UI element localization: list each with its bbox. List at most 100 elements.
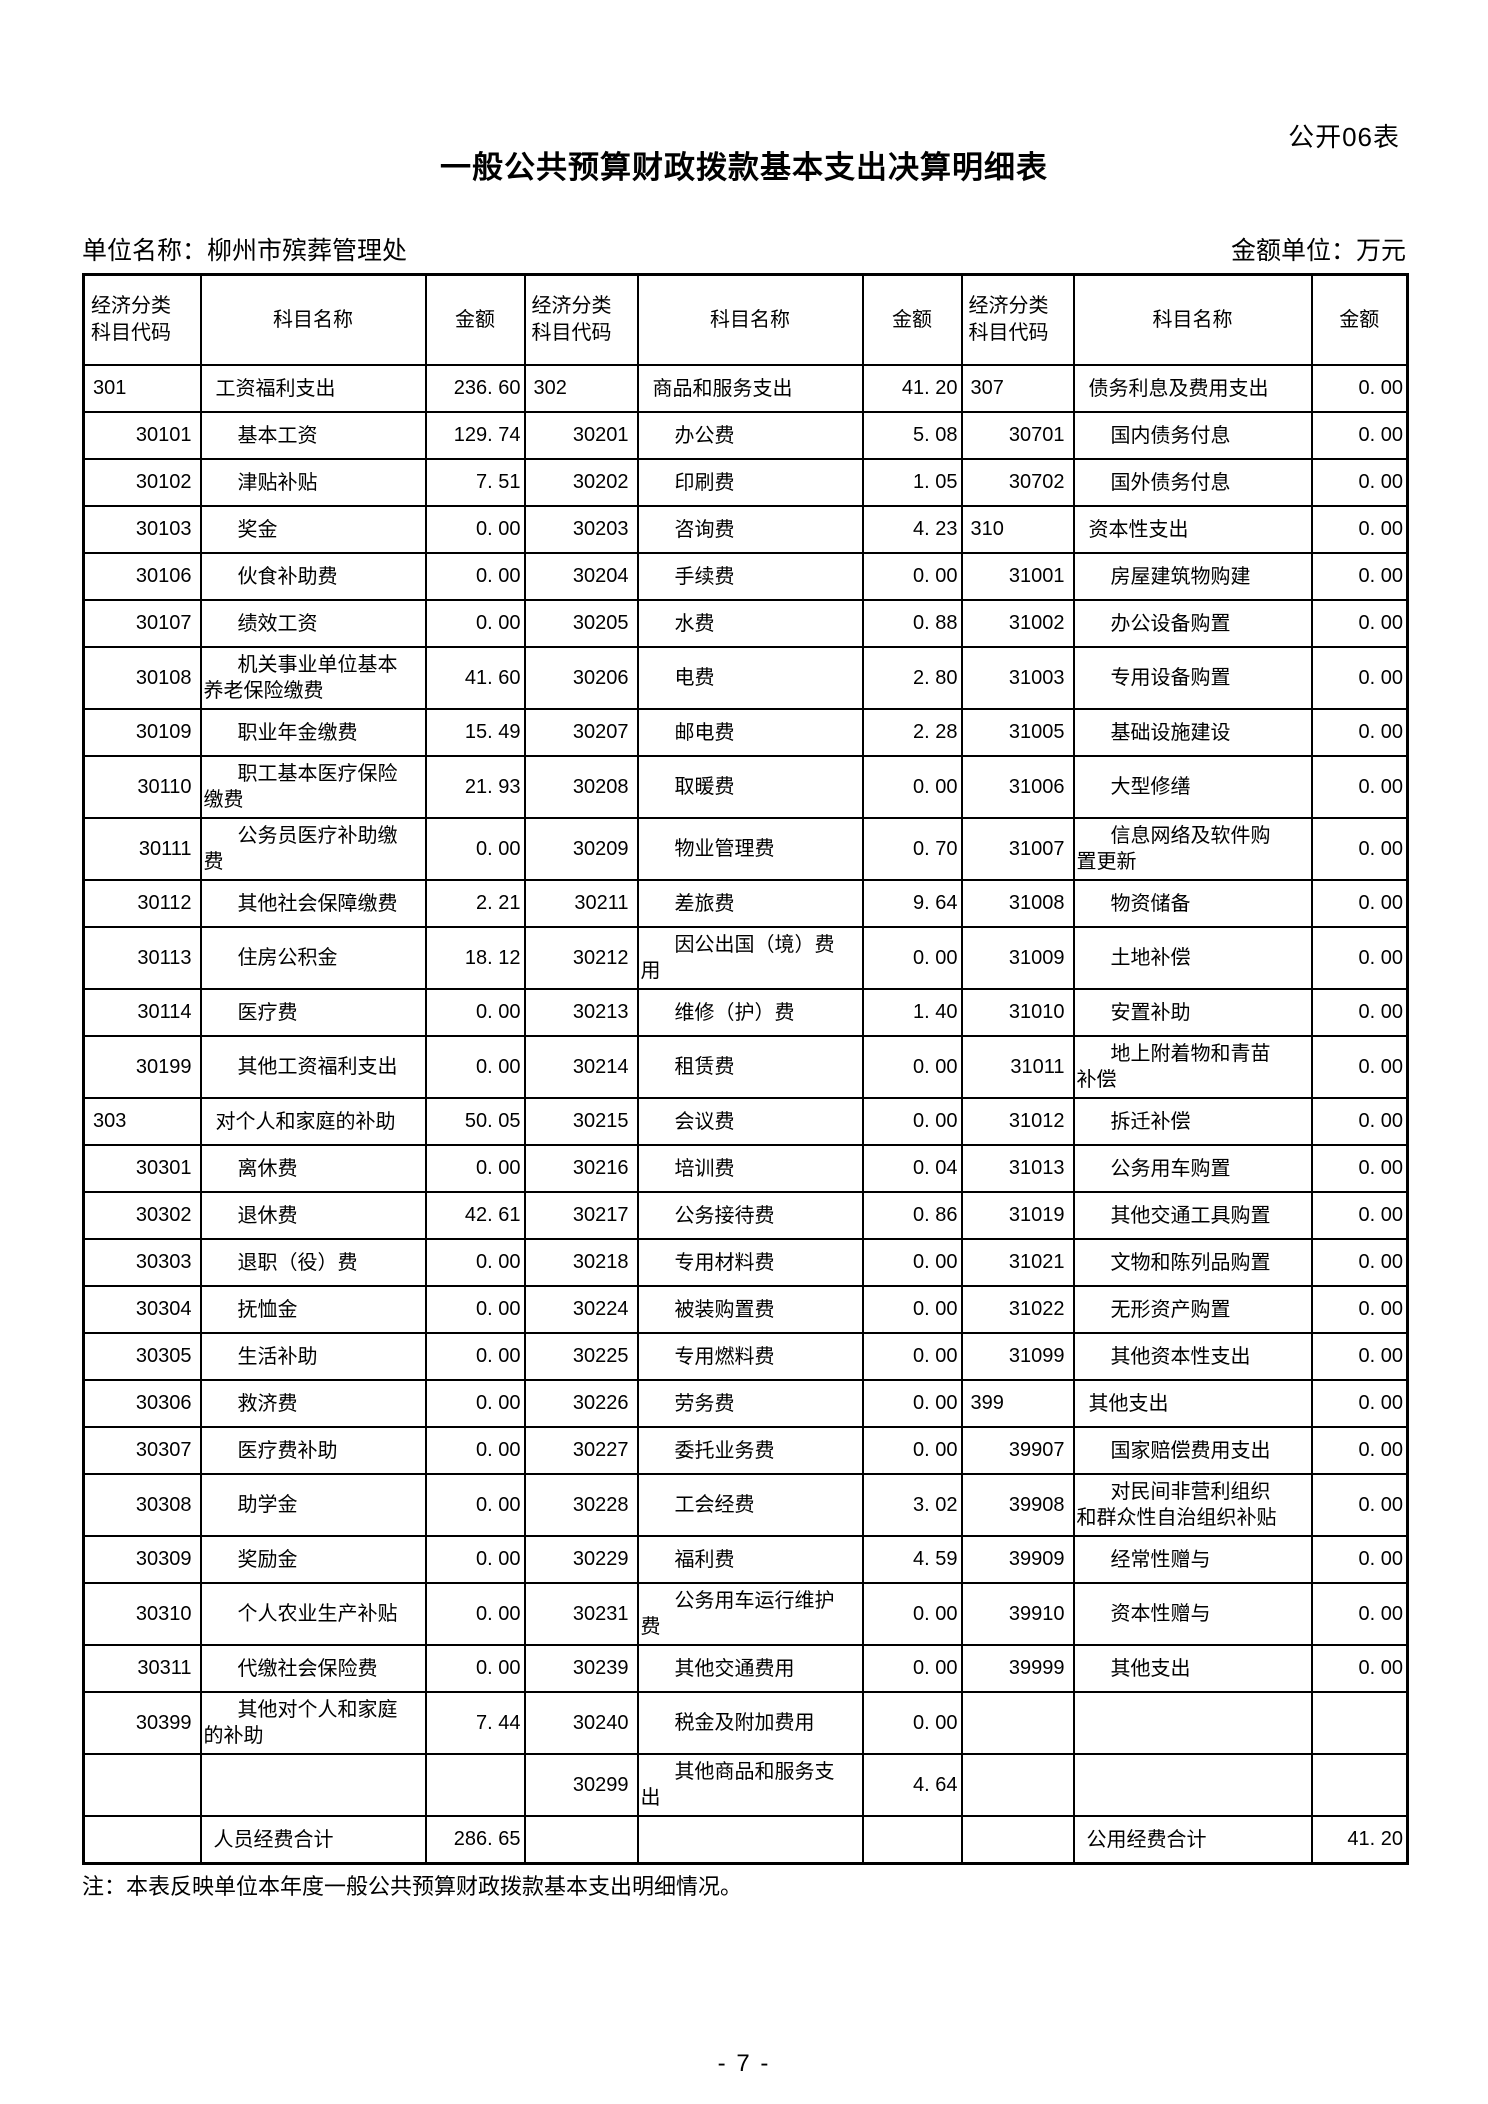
- code-cell: 302: [523, 364, 639, 413]
- amount-cell: 0. 00: [861, 1691, 963, 1755]
- amount-cell: 0. 00: [424, 817, 526, 881]
- subject-name-cell: 因公出国（境）费 用: [636, 926, 864, 990]
- subject-name-cell: 对民间非营利组织 和群众性自治组织补贴: [1072, 1473, 1313, 1537]
- code-cell: 307: [960, 364, 1075, 413]
- table-row: 301 工资福利支出 236. 60 302 商品和服务支出 41. 20 307 债务利息及…: [82, 364, 1409, 413]
- code-cell: 30311: [82, 1644, 202, 1693]
- code-cell: 39999: [960, 1644, 1075, 1693]
- amount-cell: 0. 00: [1310, 1473, 1409, 1537]
- code-cell: 30224: [523, 1285, 639, 1334]
- subject-name-cell: 大型修缮: [1072, 755, 1313, 819]
- amount-cell: 0. 00: [1310, 1379, 1409, 1428]
- code-cell: 30305: [82, 1332, 202, 1381]
- code-cell: 30240: [523, 1691, 639, 1755]
- code-cell: 30209: [523, 817, 639, 881]
- table-row: 30309 奖励金 0. 00 30229 福利费 4. 59 39909 经常性赠与 0. 0…: [82, 1535, 1409, 1584]
- table-row: 30112 其他社会保障缴费 2. 21 30211 差旅费 9. 64 31008 物资储备…: [82, 879, 1409, 928]
- subject-name-cell: 职工基本医疗保险 缴费: [199, 755, 427, 819]
- subject-name-cell: 办公设备购置: [1072, 599, 1313, 648]
- subject-name-cell: 工会经费: [636, 1473, 864, 1537]
- code-cell: 301: [82, 364, 202, 413]
- code-cell: 30103: [82, 505, 202, 554]
- subject-name-cell: 助学金: [199, 1473, 427, 1537]
- amount-cell: 5. 08: [861, 411, 963, 460]
- subject-name-cell: 代缴社会保险费: [199, 1644, 427, 1693]
- amount-cell: 0. 00: [1310, 458, 1409, 507]
- amount-cell: 0. 00: [861, 1285, 963, 1334]
- amount-cell: [424, 1753, 526, 1817]
- code-cell: 30229: [523, 1535, 639, 1584]
- subject-name-cell: 其他社会保障缴费: [199, 879, 427, 928]
- subject-name-cell: 医疗费: [199, 988, 427, 1037]
- header-code-2: 经济分类 科目代码: [523, 273, 639, 366]
- meta-row: 单位名称：柳州市殡葬管理处 金额单位：万元: [82, 231, 1406, 267]
- subject-name-cell: 劳务费: [636, 1379, 864, 1428]
- amount-cell: 0. 00: [1310, 1191, 1409, 1240]
- amount-cell: 0. 00: [424, 1144, 526, 1193]
- amount-cell: 0. 00: [424, 1332, 526, 1381]
- code-cell: 30310: [82, 1582, 202, 1646]
- subject-name-cell: [1072, 1691, 1313, 1755]
- table-row: 30306 救济费 0. 00 30226 劳务费 0. 00 399 其他支出 0. 00: [82, 1379, 1409, 1428]
- code-cell: 399: [960, 1379, 1075, 1428]
- code-cell: 30228: [523, 1473, 639, 1537]
- expenditure-table: 经济分类 科目代码 科目名称 金额 经济分类 科目代码 科目名称 金额 经济分类…: [82, 273, 1409, 1865]
- amount-cell: 0. 00: [1310, 817, 1409, 881]
- code-cell: 30111: [82, 817, 202, 881]
- code-cell: 30201: [523, 411, 639, 460]
- amount-cell: 0. 00: [1310, 879, 1409, 928]
- code-cell: 30226: [523, 1379, 639, 1428]
- code-cell: 31003: [960, 646, 1075, 710]
- header-amount-3: 金额: [1310, 273, 1409, 366]
- table-row: 30304 抚恤金 0. 00 30224 被装购置费 0. 00 31022 无形资产购置 0…: [82, 1285, 1409, 1334]
- subject-name-cell: 专用设备购置: [1072, 646, 1313, 710]
- code-cell: 30227: [523, 1426, 639, 1475]
- code-cell: 30301: [82, 1144, 202, 1193]
- amount-cell: 286. 65: [424, 1815, 526, 1865]
- amount-cell: 0. 70: [861, 817, 963, 881]
- code-cell: 30101: [82, 411, 202, 460]
- code-cell: 31022: [960, 1285, 1075, 1334]
- subject-name-cell: 退职（役）费: [199, 1238, 427, 1287]
- subject-name-cell: 电费: [636, 646, 864, 710]
- code-cell: 303: [82, 1097, 202, 1146]
- code-cell: 39908: [960, 1473, 1075, 1537]
- code-cell: 31002: [960, 599, 1075, 648]
- table-row: 30101 基本工资 129. 74 30201 办公费 5. 08 30701 国内债务付息…: [82, 411, 1409, 460]
- code-cell: 30215: [523, 1097, 639, 1146]
- subject-name-cell: 退休费: [199, 1191, 427, 1240]
- table-row: 30311 代缴社会保险费 0. 00 30239 其他交通费用 0. 00 39999 其他…: [82, 1644, 1409, 1693]
- code-cell: 30211: [523, 879, 639, 928]
- subject-name-cell: 公务用车运行维护 费: [636, 1582, 864, 1646]
- subject-name-cell: 抚恤金: [199, 1285, 427, 1334]
- subject-name-cell: 手续费: [636, 552, 864, 601]
- subject-name-cell: 其他对个人和家庭 的补助: [199, 1691, 427, 1755]
- subject-name-cell: 会议费: [636, 1097, 864, 1146]
- code-cell: [960, 1815, 1075, 1865]
- subject-name-cell: 信息网络及软件购 置更新: [1072, 817, 1313, 881]
- subject-name-cell: 专用燃料费: [636, 1332, 864, 1381]
- subject-name-cell: 其他工资福利支出: [199, 1035, 427, 1099]
- subject-name-cell: 工资福利支出: [199, 364, 427, 413]
- code-cell: [523, 1815, 639, 1865]
- subject-name-cell: [636, 1815, 864, 1865]
- amount-cell: 4. 23: [861, 505, 963, 554]
- code-cell: 30299: [523, 1753, 639, 1817]
- table-row: 30301 离休费 0. 00 30216 培训费 0. 04 31013 公务用车购置 0. …: [82, 1144, 1409, 1193]
- code-cell: 30213: [523, 988, 639, 1037]
- table-row: 30110 职工基本医疗保险 缴费 21. 93 30208 取暖费 0. 00 31006…: [82, 755, 1409, 819]
- subject-name-cell: 物资储备: [1072, 879, 1313, 928]
- amount-cell: 21. 93: [424, 755, 526, 819]
- amount-cell: 0. 00: [861, 755, 963, 819]
- amount-cell: 42. 61: [424, 1191, 526, 1240]
- subject-name-cell: 拆迁补偿: [1072, 1097, 1313, 1146]
- code-cell: [960, 1753, 1075, 1817]
- subject-name-cell: 水费: [636, 599, 864, 648]
- subject-name-cell: 国内债务付息: [1072, 411, 1313, 460]
- table-row: 30103 奖金 0. 00 30203 咨询费 4. 23 310 资本性支出 0. 00: [82, 505, 1409, 554]
- code-cell: 30239: [523, 1644, 639, 1693]
- subject-name-cell: 债务利息及费用支出: [1072, 364, 1313, 413]
- amount-cell: 41. 60: [424, 646, 526, 710]
- code-cell: 30399: [82, 1691, 202, 1755]
- code-cell: 30701: [960, 411, 1075, 460]
